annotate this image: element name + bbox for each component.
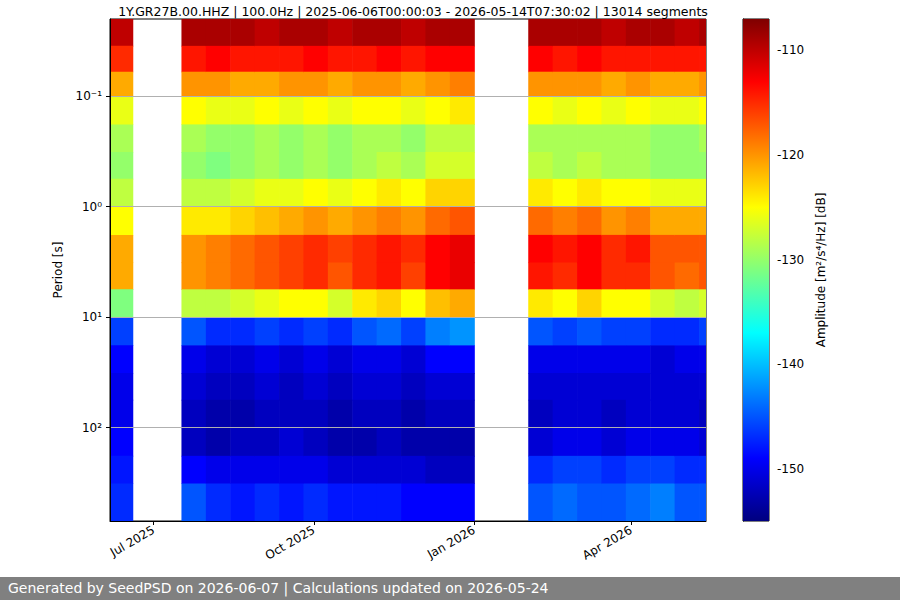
svg-text:Generated by SeedPSD on 2026-0: Generated by SeedPSD on 2026-06-07 | Cal…: [8, 580, 549, 597]
svg-text:Jul 2025: Jul 2025: [107, 523, 157, 560]
svg-text:10⁰: 10⁰: [82, 200, 102, 214]
svg-text:10²: 10²: [82, 421, 102, 435]
svg-text:1Y.GR27B.00.HHZ | 100.0Hz | 20: 1Y.GR27B.00.HHZ | 100.0Hz | 2025-06-06T0…: [118, 4, 708, 19]
svg-text:-120: -120: [777, 148, 804, 162]
svg-text:-150: -150: [777, 462, 804, 476]
svg-text:Jan 2026: Jan 2026: [424, 523, 478, 562]
svg-text:Amplitude [m²/s⁴/Hz] [dB]: Amplitude [m²/s⁴/Hz] [dB]: [814, 193, 828, 348]
svg-text:-110: -110: [777, 43, 804, 57]
svg-text:10¹: 10¹: [82, 310, 102, 324]
svg-text:Oct 2025: Oct 2025: [263, 523, 318, 563]
svg-text:-130: -130: [777, 253, 804, 267]
svg-text:Apr 2026: Apr 2026: [580, 523, 635, 563]
svg-text:Period [s]: Period [s]: [51, 242, 65, 299]
svg-text:-140: -140: [777, 357, 804, 371]
svg-text:10⁻¹: 10⁻¹: [76, 89, 103, 103]
